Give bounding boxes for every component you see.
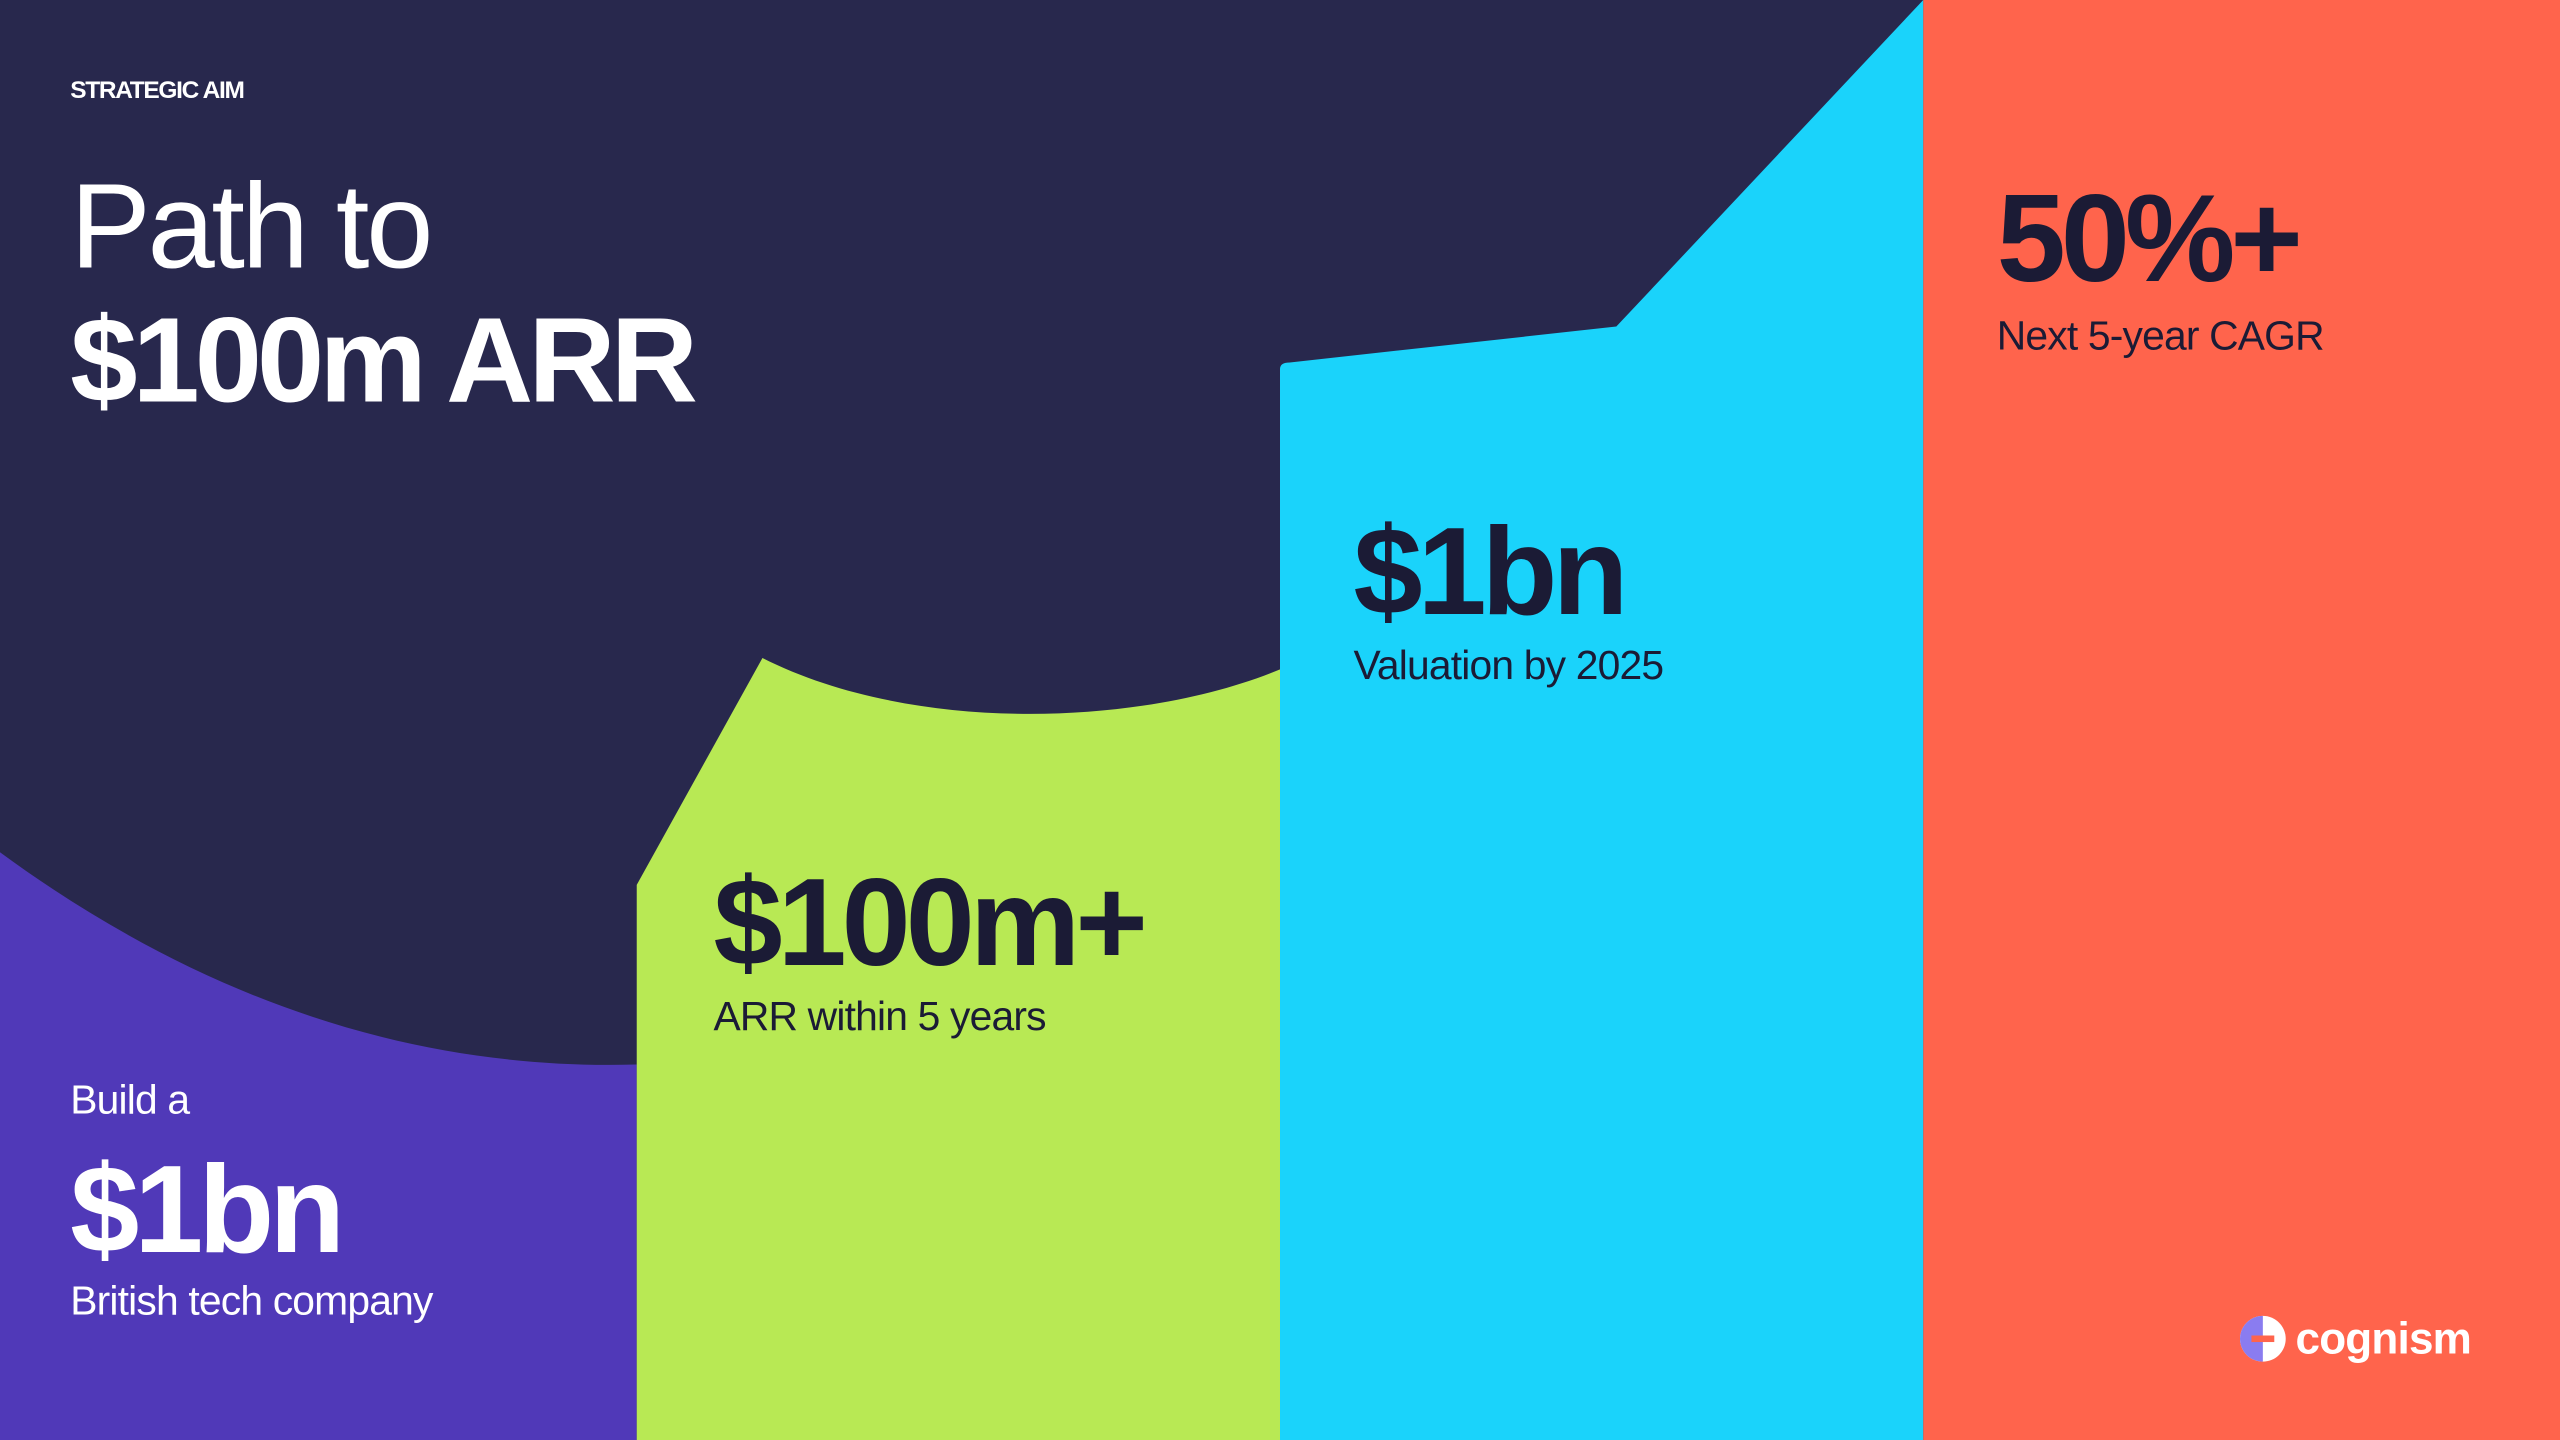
orange-panel [1923,0,2560,1440]
logo-icon-bar [2251,1335,2275,1343]
eyebrow: STRATEGIC AIM [70,77,243,104]
logo-text: cognism [2296,1314,2472,1363]
column-caption: ARR within 5 years [713,993,1045,1039]
column-value: $1bn [70,1141,340,1279]
column-caption: Next 5-year CAGR [1997,312,2324,358]
column-caption: Valuation by 2025 [1353,642,1663,688]
column-value: $100m+ [713,854,1143,992]
title-line: Path to [70,159,430,294]
column-caption: British tech company [70,1277,434,1323]
column-value: $1bn [1353,503,1623,641]
cyan-panel [1280,0,1924,1440]
logo: cognism [2240,1314,2472,1363]
title-line: $100m ARR [70,293,695,428]
green-panel [636,657,1280,1440]
purple-panel [0,852,637,1440]
column-intro: Build a [70,1076,190,1122]
column-value: 50%+ [1997,170,2299,308]
